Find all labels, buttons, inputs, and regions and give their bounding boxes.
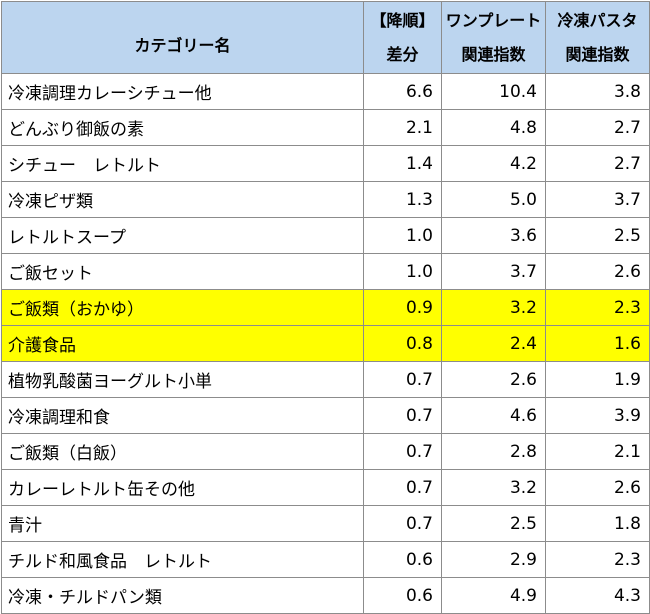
cell-category-name: ご飯類（白飯） [1,433,364,470]
cell-category-name: カレーレトルト缶その他 [1,469,364,506]
cell-oneplate-index: 3.2 [441,289,546,326]
cell-diff: 1.4 [363,145,442,182]
header-oneplate-sub: 関連指数 [461,44,526,64]
header-diff-sort-label: 【降順】 [370,10,435,30]
cell-category-name: 介護食品 [1,325,364,362]
cell-pasta-index: 2.6 [545,253,650,290]
cell-oneplate-index: 10.4 [441,73,546,110]
table-row[interactable]: 植物乳酸菌ヨーグルト小単 0.7 2.6 1.9 [1,361,650,398]
cell-category-name: チルド和風食品 レトルト [1,541,364,578]
cell-category-name: 青汁 [1,505,364,542]
cell-category-name: ご飯類（おかゆ） [1,289,364,326]
cell-pasta-index: 2.7 [545,145,650,182]
cell-pasta-index: 2.7 [545,109,650,146]
cell-oneplate-index: 3.7 [441,253,546,290]
cell-pasta-index: 1.8 [545,505,650,542]
cell-category-name: シチュー レトルト [1,145,364,182]
table-row[interactable]: シチュー レトルト 1.4 4.2 2.7 [1,145,650,182]
table-row[interactable]: 冷凍調理和食 0.7 4.6 3.9 [1,397,650,434]
header-diff-label: 差分 [386,44,419,64]
cell-category-name: 冷凍ピザ類 [1,181,364,218]
table-row[interactable]: どんぶり御飯の素 2.1 4.8 2.7 [1,109,650,146]
cell-pasta-index: 1.6 [545,325,650,362]
cell-diff: 0.7 [363,433,442,470]
table-row[interactable]: ご飯類（おかゆ） 0.9 3.2 2.3 [1,289,650,326]
cell-pasta-index: 2.3 [545,289,650,326]
cell-category-name: ご飯セット [1,253,364,290]
cell-diff: 0.7 [363,469,442,506]
cell-oneplate-index: 4.6 [441,397,546,434]
cell-pasta-index: 3.7 [545,181,650,218]
cell-oneplate-index: 3.2 [441,469,546,506]
cell-category-name: 冷凍調理和食 [1,397,364,434]
cell-category-name: 植物乳酸菌ヨーグルト小単 [1,361,364,398]
cell-oneplate-index: 4.8 [441,109,546,146]
cell-category-name: どんぶり御飯の素 [1,109,364,146]
cell-oneplate-index: 3.6 [441,217,546,254]
cell-oneplate-index: 2.9 [441,541,546,578]
header-oneplate-label: ワンプレート [445,10,542,30]
cell-pasta-index: 4.3 [545,577,650,614]
cell-pasta-index: 2.5 [545,217,650,254]
cell-category-name: 冷凍調理カレーシチュー他 [1,73,364,110]
table-row[interactable]: カレーレトルト缶その他 0.7 3.2 2.6 [1,469,650,506]
header-pasta-index[interactable]: 冷凍パスタ 関連指数 [545,1,650,74]
cell-diff: 6.6 [363,73,442,110]
cell-oneplate-index: 4.2 [441,145,546,182]
table-row[interactable]: 冷凍調理カレーシチュー他 6.6 10.4 3.8 [1,73,650,110]
header-row: カテゴリー名 【降順】 差分 ワンプレート 関連指数 冷凍パスタ 関連指数 [1,1,650,74]
cell-diff: 1.0 [363,253,442,290]
cell-category-name: レトルトスープ [1,217,364,254]
table-header: カテゴリー名 【降順】 差分 ワンプレート 関連指数 冷凍パスタ 関連指数 [1,1,650,74]
cell-category-name: 冷凍・チルドパン類 [1,577,364,614]
table-body: 冷凍調理カレーシチュー他 6.6 10.4 3.8 どんぶり御飯の素 2.1 4.8 2.7 シ… [1,73,650,614]
table-row[interactable]: レトルトスープ 1.0 3.6 2.5 [1,217,650,254]
header-pasta-sub: 関連指数 [565,44,630,64]
cell-diff: 1.0 [363,217,442,254]
cell-diff: 0.7 [363,397,442,434]
cell-diff: 1.3 [363,181,442,218]
cell-oneplate-index: 5.0 [441,181,546,218]
header-oneplate-index[interactable]: ワンプレート 関連指数 [441,1,546,74]
cell-diff: 0.6 [363,541,442,578]
header-category[interactable]: カテゴリー名 [1,1,364,74]
table-row[interactable]: ご飯類（白飯） 0.7 2.8 2.1 [1,433,650,470]
table-row[interactable]: ご飯セット 1.0 3.7 2.6 [1,253,650,290]
cell-pasta-index: 1.9 [545,361,650,398]
table-row[interactable]: 冷凍ピザ類 1.3 5.0 3.7 [1,181,650,218]
cell-pasta-index: 3.8 [545,73,650,110]
header-diff[interactable]: 【降順】 差分 [363,1,442,74]
cell-pasta-index: 2.6 [545,469,650,506]
cell-oneplate-index: 2.5 [441,505,546,542]
cell-diff: 0.8 [363,325,442,362]
table-row[interactable]: 冷凍・チルドパン類 0.6 4.9 4.3 [1,577,650,614]
cell-diff: 0.6 [363,577,442,614]
table-row[interactable]: 青汁 0.7 2.5 1.8 [1,505,650,542]
header-pasta-label: 冷凍パスタ [557,10,638,30]
cell-oneplate-index: 2.6 [441,361,546,398]
cell-diff: 2.1 [363,109,442,146]
cell-pasta-index: 3.9 [545,397,650,434]
cell-oneplate-index: 4.9 [441,577,546,614]
cell-oneplate-index: 2.4 [441,325,546,362]
cell-diff: 0.7 [363,505,442,542]
table-row[interactable]: 介護食品 0.8 2.4 1.6 [1,325,650,362]
cell-diff: 0.7 [363,361,442,398]
cell-diff: 0.9 [363,289,442,326]
table-row[interactable]: チルド和風食品 レトルト 0.6 2.9 2.3 [1,541,650,578]
cell-pasta-index: 2.3 [545,541,650,578]
cell-pasta-index: 2.1 [545,433,650,470]
cell-oneplate-index: 2.8 [441,433,546,470]
